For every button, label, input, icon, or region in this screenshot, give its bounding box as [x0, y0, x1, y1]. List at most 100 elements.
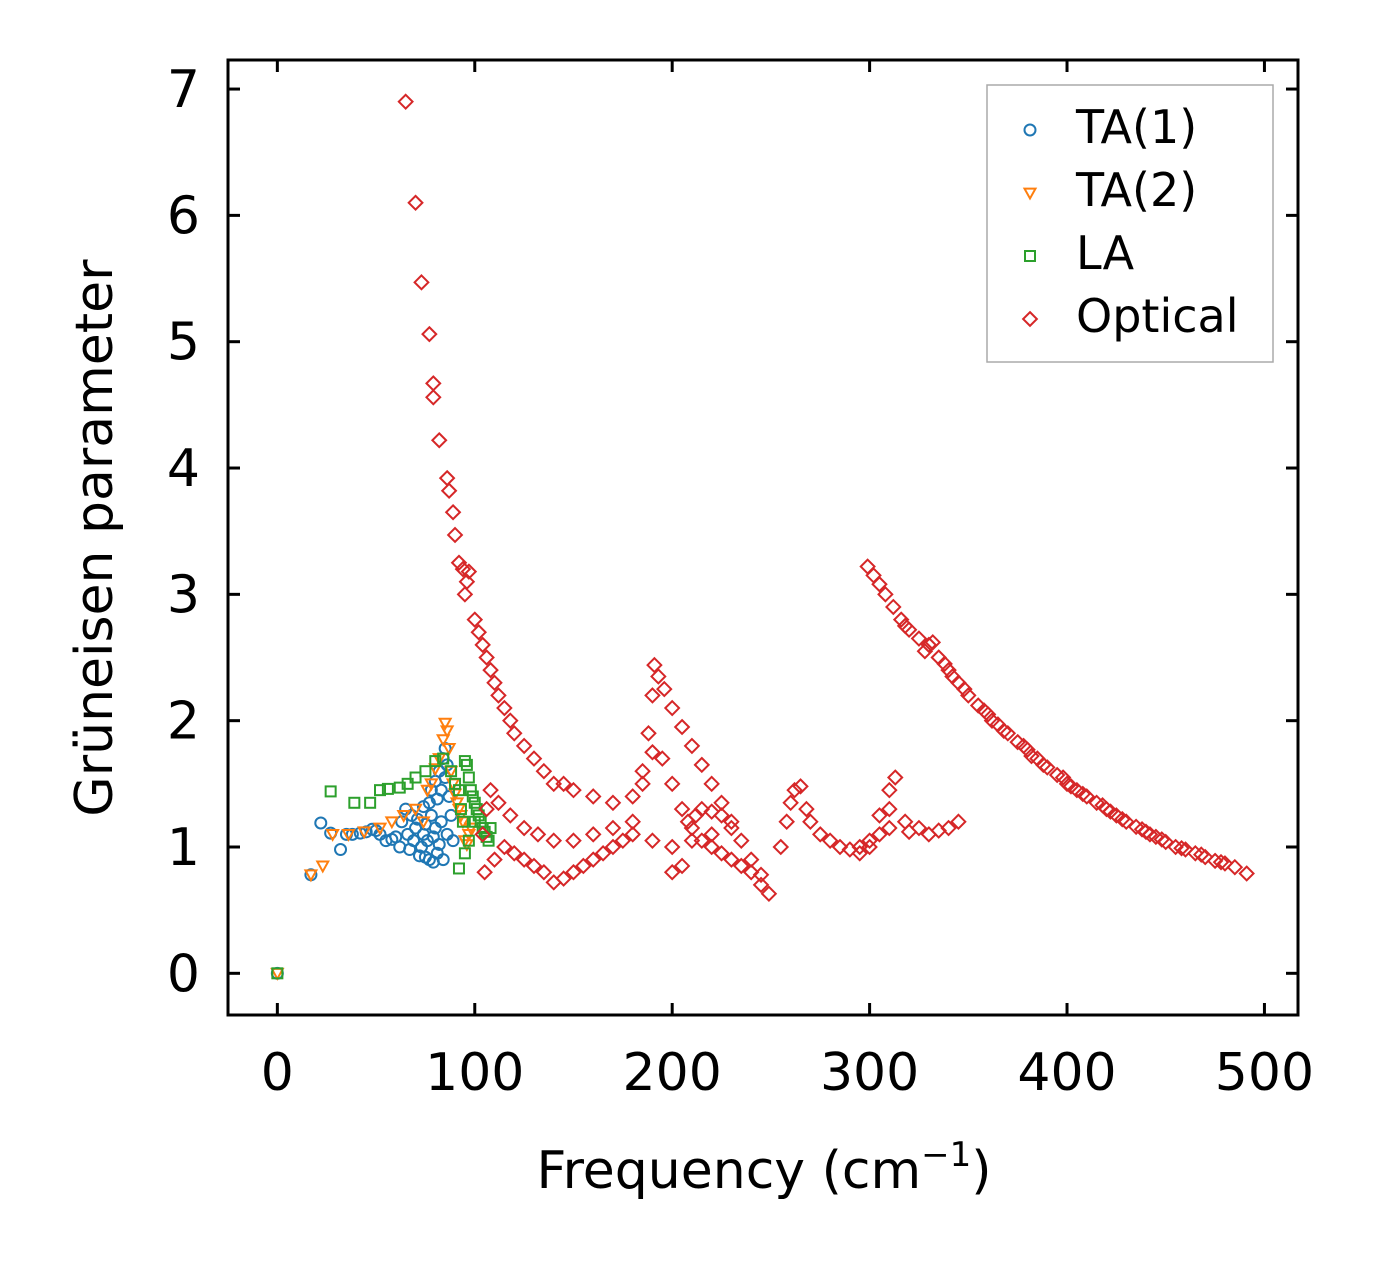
data-point [434, 815, 448, 829]
data-point [604, 794, 622, 812]
data-point [886, 769, 904, 786]
data-point [881, 800, 898, 818]
data-point [357, 826, 372, 840]
data-point [421, 325, 438, 343]
data-point [732, 857, 750, 875]
data-point [409, 771, 422, 784]
data-point [892, 611, 910, 628]
data-point [460, 758, 473, 771]
data-point [1226, 858, 1244, 876]
legend-marker-la [1024, 250, 1036, 262]
data-point [983, 712, 1001, 729]
data-point [420, 784, 435, 798]
data-point [732, 832, 750, 849]
data-point [650, 668, 667, 685]
data-point [877, 586, 894, 603]
data-point [397, 93, 414, 110]
x-tick-label-100: 100 [425, 1043, 524, 1103]
x-axis-label-close: ) [971, 1141, 991, 1201]
data-point [374, 784, 387, 797]
data-point [782, 794, 799, 812]
data-point [452, 784, 465, 797]
data-point [644, 743, 661, 761]
data-point [502, 712, 519, 729]
data-point [303, 869, 319, 883]
data-point [437, 717, 453, 731]
data-point [444, 503, 462, 521]
data-point [515, 819, 533, 837]
data-point [468, 796, 481, 809]
data-point [486, 851, 503, 868]
x-tick-label-500: 500 [1215, 1043, 1314, 1103]
data-point [515, 737, 533, 755]
data-point [429, 755, 442, 768]
data-point [723, 819, 740, 837]
data-point [634, 775, 651, 793]
data-point [441, 743, 457, 757]
legend-label-la: LA [1076, 226, 1135, 280]
data-point [584, 826, 602, 843]
data-point [484, 822, 497, 835]
legend-markers [1021, 123, 1039, 328]
data-point [445, 765, 458, 778]
data-point [723, 851, 740, 868]
data-point [885, 598, 902, 616]
data-point [476, 863, 493, 881]
data-point [372, 822, 388, 836]
data-point [430, 431, 448, 449]
data-point [535, 863, 553, 881]
data-point [881, 781, 898, 799]
data-point [1038, 759, 1056, 776]
data-point [470, 803, 483, 816]
data-point [760, 885, 778, 903]
data-point [454, 803, 467, 816]
data-point [624, 788, 641, 805]
data-point [772, 838, 790, 856]
data-point [920, 636, 938, 654]
data-point [663, 699, 681, 717]
data-point [1023, 747, 1040, 765]
data-point [381, 782, 394, 795]
data-point [470, 623, 488, 641]
data-point [916, 642, 934, 660]
data-point [1216, 855, 1234, 872]
data-point [384, 816, 400, 830]
x-tick-label-400: 400 [1017, 1043, 1116, 1103]
data-point [463, 822, 479, 836]
data-point [439, 725, 455, 739]
data-point [940, 819, 957, 837]
data-point [703, 775, 720, 793]
data-point [1114, 810, 1131, 828]
y-tick-label-0: 0 [167, 944, 200, 1004]
data-point [1177, 841, 1194, 858]
data-point [440, 482, 458, 500]
data-point [1133, 821, 1151, 838]
y-tick-label-3: 3 [167, 565, 200, 625]
x-axis-label: Frequency (cm−1) [536, 1135, 991, 1201]
data-point [458, 755, 471, 768]
data-point [940, 661, 957, 679]
legend-label-ta2: TA(2) [1075, 163, 1197, 217]
data-point [713, 845, 730, 862]
data-point [683, 737, 701, 755]
data-point [466, 790, 479, 803]
data-point [450, 554, 468, 572]
tick-labels: 0 100 200 300 400 500 0 1 2 3 4 5 6 7 [167, 60, 1314, 1103]
data-point [861, 832, 878, 849]
data-point [656, 680, 673, 698]
legend: TA(1) TA(2) LA Optical [986, 84, 1274, 363]
data-point [1212, 853, 1230, 871]
data-point [1098, 800, 1115, 818]
data-point [1074, 785, 1092, 803]
y-axis-label: Grüneisen parameter [65, 259, 125, 817]
data-point [348, 796, 361, 809]
data-point [1035, 756, 1052, 774]
data-point [422, 796, 436, 810]
data-point [1141, 826, 1159, 843]
data-point [496, 699, 513, 717]
data-point [723, 813, 740, 831]
data-point [1153, 831, 1171, 848]
data-point [464, 784, 477, 797]
data-point [525, 857, 543, 875]
